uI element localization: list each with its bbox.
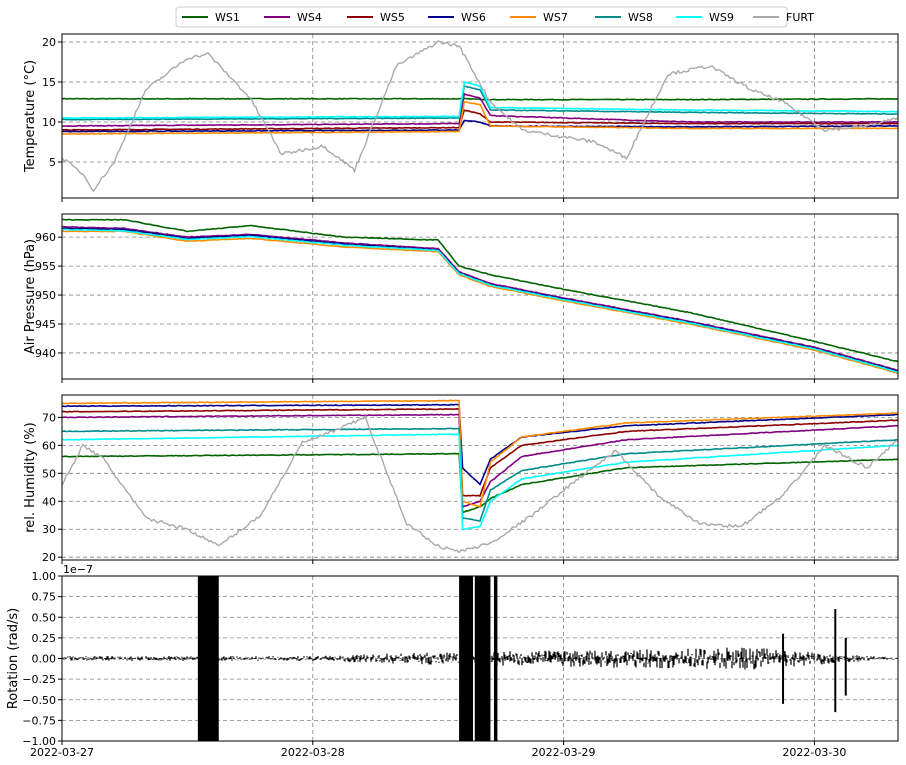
grid [61, 395, 898, 560]
legend-entry-ws9: WS9 [676, 11, 734, 24]
series-ws7 [62, 101, 898, 136]
legend-label: WS7 [543, 11, 568, 24]
y-axis-label: Temperature (°C) [23, 60, 38, 173]
series-furt [62, 414, 898, 554]
legend-label: WS4 [297, 11, 322, 24]
y-tick-label: 0.00 [32, 653, 57, 666]
series-ws7 [62, 230, 898, 374]
series-ws4 [62, 413, 898, 509]
panel-1: 5 10 15 20 Temperature (°C) [23, 33, 899, 202]
panel-4: −1.00 −0.75 −0.50 −0.25 0.00 0.25 0.50 0.75 1.00… [6, 563, 899, 759]
plot-frame [61, 213, 899, 380]
legend-entry-ws1: WS1 [182, 11, 240, 24]
x-tick-label: 2022-03-28 [281, 746, 345, 759]
series-ws6 [62, 119, 898, 133]
x-tick-label: 2022-03-30 [782, 746, 846, 759]
y-tick-label: 70 [42, 411, 56, 424]
y-tick-label: 10 [42, 116, 56, 129]
y-tick-label: −0.75 [22, 714, 56, 727]
y-tick-label: 40 [42, 495, 56, 508]
chart-panels: 5 10 15 20 Temperature (°C) 940 945 950 955 960Ai… [6, 33, 899, 759]
saturated-burst [474, 576, 491, 741]
saturated-burst [459, 576, 474, 741]
y-axis-label: Air Pressure (hPa) [23, 239, 38, 354]
y-offset-text: 1e−7 [63, 563, 93, 576]
plot-frame [61, 33, 899, 199]
legend-label: WS9 [709, 11, 734, 24]
y-tick-label: 945 [35, 318, 56, 331]
y-tick-label: 0.50 [32, 611, 57, 624]
legend-entry-ws8: WS8 [595, 11, 653, 24]
legend: WS1 WS4 WS5 WS6 WS7 WS8 WS9 FURT [175, 6, 814, 28]
series-group [62, 40, 898, 193]
series-ws9 [62, 81, 898, 120]
series-ws6 [62, 403, 898, 486]
series-group [62, 399, 898, 554]
y-tick-label: 1.00 [32, 570, 57, 583]
y-tick-label: 20 [42, 551, 56, 564]
y-axis-label: rel. Humidity (%) [23, 422, 38, 533]
y-tick-label: 955 [35, 260, 56, 273]
plot-frame [61, 394, 899, 561]
y-tick-label: 15 [42, 76, 56, 89]
y-tick-label: 960 [35, 231, 56, 244]
saturated-burst [197, 576, 219, 741]
panel-3: 20 30 40 50 60 70 rel. Humidity (%) [23, 394, 899, 564]
y-tick-label: 0.25 [32, 632, 57, 645]
y-tick-label: 30 [42, 523, 56, 536]
series-ws5 [62, 407, 898, 497]
legend-frame [175, 6, 788, 28]
legend-label: WS8 [628, 11, 653, 24]
series-ws4 [62, 92, 898, 128]
legend-label: WS6 [461, 11, 486, 24]
y-tick-label: −0.50 [22, 694, 56, 707]
legend-entry-ws6: WS6 [428, 11, 486, 24]
saturated-burst [493, 576, 498, 741]
legend-entry-ws5: WS5 [347, 11, 405, 24]
series-ws5 [62, 109, 898, 132]
legend-label: WS1 [215, 11, 240, 24]
y-tick-label: 60 [42, 439, 56, 452]
y-tick-label: 0.75 [32, 591, 57, 604]
series-group [62, 218, 898, 374]
y-tick-label: 50 [42, 467, 56, 480]
y-tick-label: 5 [49, 156, 56, 169]
series-ws8 [62, 84, 898, 121]
series-ws7 [62, 399, 898, 508]
series-ws1 [62, 97, 898, 101]
series-group [62, 576, 898, 741]
y-tick-label: 950 [35, 289, 56, 302]
x-tick-label: 2022-03-29 [532, 746, 596, 759]
series-ws8 [62, 427, 898, 522]
series-rotation [62, 647, 898, 670]
y-tick-label: 940 [35, 347, 56, 360]
series-ws4 [62, 225, 898, 372]
plot-frame [61, 575, 899, 742]
series-furt [62, 40, 898, 193]
legend-label: FURT [786, 11, 814, 24]
legend-entry-ws4: WS4 [264, 11, 322, 24]
y-tick-label: −0.25 [22, 673, 56, 686]
legend-entry-ws7: WS7 [510, 11, 568, 24]
y-tick-label: 20 [42, 36, 56, 49]
series-ws9 [62, 433, 898, 531]
y-tick-label: −1.00 [22, 735, 56, 748]
grid [61, 214, 898, 379]
y-axis-label: Rotation (rad/s) [6, 608, 21, 709]
legend-label: WS5 [380, 11, 405, 24]
x-tick-label: 2022-03-27 [30, 746, 94, 759]
legend-entry-furt: FURT [753, 11, 814, 24]
series-ws9 [62, 228, 898, 373]
series-ws6 [62, 227, 898, 373]
series-ws1 [62, 218, 898, 363]
